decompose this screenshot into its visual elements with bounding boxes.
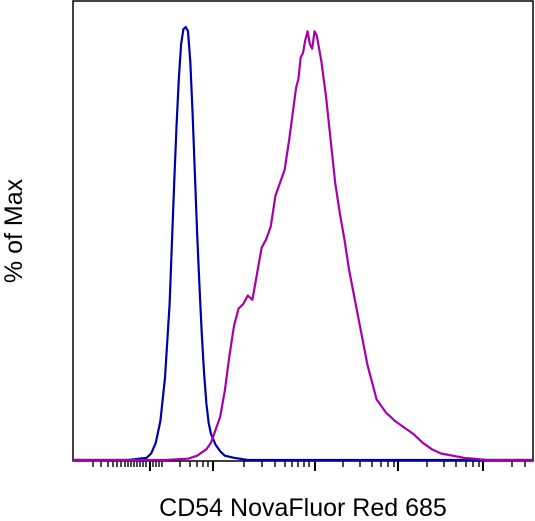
histogram-series-1	[73, 25, 533, 462]
y-axis-title: % of Max	[0, 178, 28, 283]
x-axis-title: CD54 NovaFluor Red 685	[159, 494, 447, 521]
histogram-series-2	[73, 30, 533, 462]
x-axis-ticks	[92, 461, 526, 471]
series-layer	[73, 25, 533, 462]
plot-frame	[72, 0, 534, 462]
